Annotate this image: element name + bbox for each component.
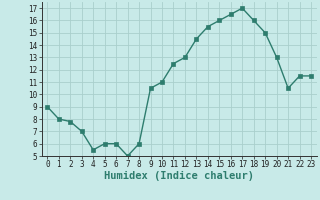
X-axis label: Humidex (Indice chaleur): Humidex (Indice chaleur) [104, 171, 254, 181]
